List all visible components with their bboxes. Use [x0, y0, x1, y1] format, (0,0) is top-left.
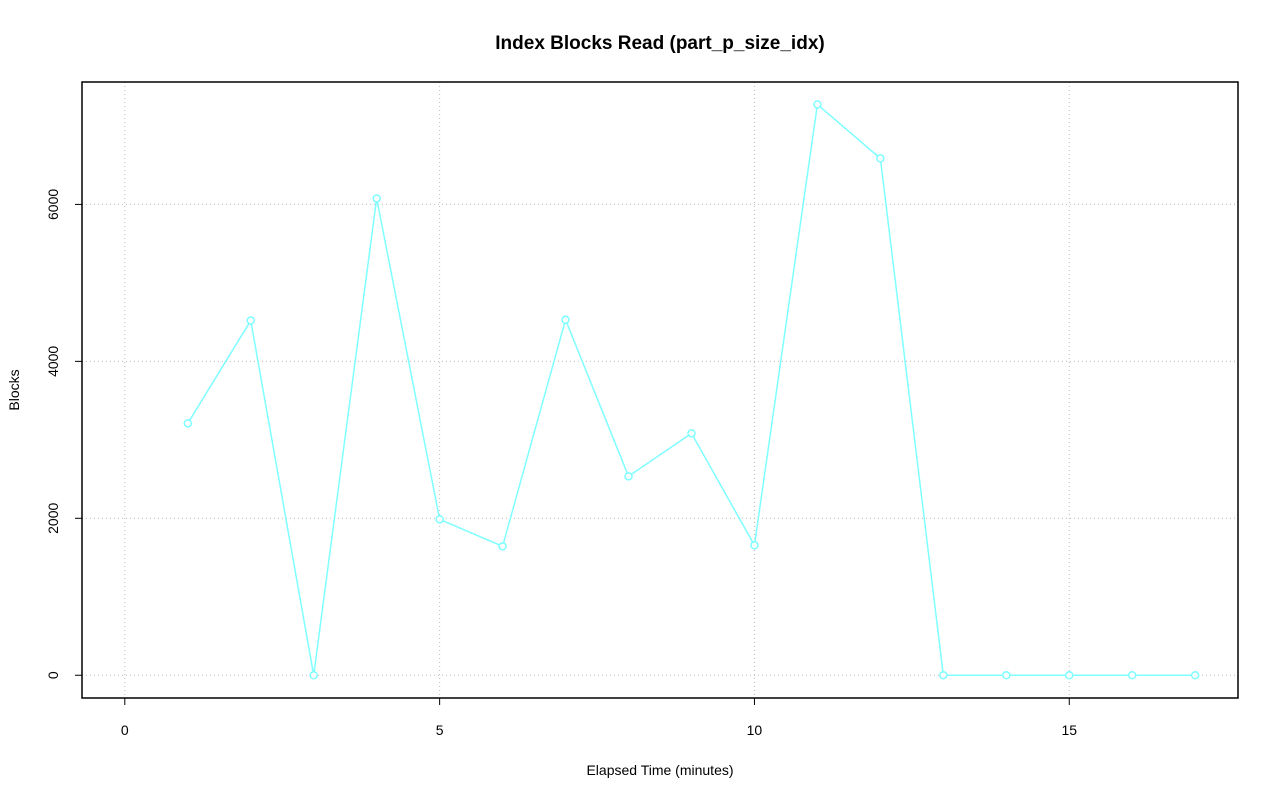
- y-tick-label: 2000: [45, 503, 61, 534]
- x-tick-label: 10: [747, 722, 763, 738]
- point: [246, 316, 255, 325]
- series-line: [187, 102, 1196, 676]
- point: [1190, 670, 1200, 680]
- point: [750, 541, 759, 550]
- point: [813, 100, 822, 109]
- point: [498, 542, 507, 551]
- x-tick-label: 15: [1061, 722, 1077, 738]
- y-tick-label: 0: [45, 671, 61, 679]
- point: [1127, 670, 1137, 680]
- point: [561, 315, 570, 325]
- chart-title: Index Blocks Read (part_p_size_idx): [495, 33, 824, 54]
- point: [309, 670, 318, 680]
- point: [1065, 670, 1074, 680]
- y-tick-label: 6000: [45, 189, 61, 220]
- point: [876, 154, 885, 163]
- point: [372, 194, 381, 203]
- point: [687, 429, 696, 438]
- x-tick-label: 0: [121, 722, 129, 738]
- y-tick-label: 4000: [45, 346, 61, 377]
- point: [939, 670, 948, 680]
- point: [435, 515, 444, 524]
- y-axis-label: Blocks: [6, 369, 22, 410]
- plot-frame: [81, 81, 1239, 699]
- point: [183, 419, 193, 428]
- x-tick-label: 5: [436, 722, 444, 738]
- x-axis-label: Elapsed Time (minutes): [586, 762, 733, 778]
- point: [1002, 670, 1011, 680]
- point: [624, 472, 633, 481]
